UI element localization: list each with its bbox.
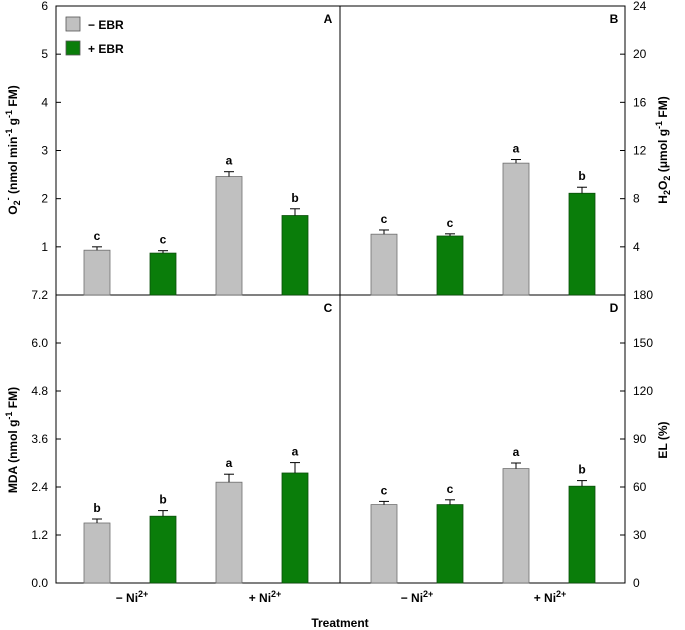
bar-d-plus-ebr-plus-ni (568, 485, 596, 584)
plot-frame (55, 5, 626, 584)
sig-letter-d: c (447, 482, 454, 496)
ytick-label-d: 150 (633, 336, 653, 350)
sig-letter-b: a (513, 142, 520, 156)
sig-letter-b: c (447, 216, 454, 230)
ytick-label-c: 2.4 (31, 480, 48, 494)
panel-label-c: C (324, 301, 333, 315)
bar-a-minus-ebr-plus-ni (215, 176, 243, 296)
ylabel-a: O2- (nmol min-1 g-1 FM) (3, 85, 22, 214)
legend: − EBR + EBR (65, 16, 124, 56)
ytick-label-b: 4 (633, 240, 640, 254)
bar-d-plus-ebr-minus-ni (436, 504, 464, 584)
xtick-left-plus-ni: + Ni2+ (249, 589, 282, 605)
bar-a-plus-ebr-plus-ni (281, 215, 309, 296)
ytick-label-c: 6.0 (31, 336, 48, 350)
bar-a-minus-ebr-minus-ni (83, 249, 111, 296)
xtick-left-minus-ni: − Ni2+ (116, 589, 149, 605)
ytick-label-c: 7.2 (31, 288, 48, 302)
bar-b-minus-ebr-plus-ni (502, 162, 530, 296)
panel-label-a: A (324, 12, 333, 26)
xtick-right-plus-ni: + Ni2+ (534, 589, 567, 605)
sig-letter-b: c (381, 212, 388, 226)
sig-letter-a: b (291, 191, 298, 205)
sig-letter-a: a (226, 154, 233, 168)
legend-label-minus-ebr: − EBR (88, 18, 124, 32)
ytick-label-a: 1 (41, 240, 48, 254)
bar-c-plus-ebr-minus-ni (149, 515, 177, 584)
sig-letter-a: c (160, 233, 167, 247)
bar-b-minus-ebr-minus-ni (370, 233, 398, 296)
ytick-label-b: 12 (633, 144, 647, 158)
ytick-label-d: 0 (633, 576, 640, 590)
sig-letter-c: b (93, 501, 100, 515)
sig-letter-d: b (578, 463, 585, 477)
sig-letter-c: b (159, 493, 166, 507)
ytick-label-b: 8 (633, 192, 640, 206)
ytick-label-a: 6 (41, 0, 48, 13)
bar-d-minus-ebr-plus-ni (502, 468, 530, 584)
sig-letter-c: a (226, 456, 233, 470)
ylabel-b: H2O2 (μmol g-1 FM) (654, 96, 672, 203)
legend-label-plus-ebr: + EBR (88, 42, 124, 56)
sig-letter-d: c (381, 483, 388, 497)
xlabel: Treatment (311, 616, 368, 630)
ytick-label-b: 16 (633, 95, 647, 109)
ytick-label-a: 4 (41, 95, 48, 109)
ylabel-d: EL (%) (656, 421, 670, 458)
ytick-label-a: 5 (41, 47, 48, 61)
legend-swatch-minus-ebr (65, 16, 81, 32)
sig-letter-d: a (513, 445, 520, 459)
bar-c-minus-ebr-minus-ni (83, 522, 111, 584)
ytick-label-d: 60 (633, 480, 647, 494)
ylabel-c: MDA (nmol g-1 FM) (4, 387, 20, 493)
ytick-label-c: 1.2 (31, 528, 48, 542)
sig-letter-a: c (94, 229, 101, 243)
legend-swatch-plus-ebr (65, 40, 81, 56)
ytick-label-c: 3.6 (31, 432, 48, 446)
bar-b-plus-ebr-minus-ni (436, 235, 464, 296)
panel-label-d: D (610, 301, 619, 315)
ytick-label-d: 30 (633, 528, 647, 542)
xtick-right-minus-ni: − Ni2+ (401, 589, 434, 605)
bar-c-plus-ebr-plus-ni (281, 472, 309, 584)
ytick-label-c: 0.0 (31, 576, 48, 590)
sig-letter-b: b (578, 169, 585, 183)
panel-label-b: B (610, 12, 619, 26)
ytick-label-d: 90 (633, 432, 647, 446)
ytick-label-b: 24 (633, 0, 647, 13)
bar-d-minus-ebr-minus-ni (370, 504, 398, 584)
bar-a-plus-ebr-minus-ni (149, 252, 177, 296)
ytick-label-c: 4.8 (31, 384, 48, 398)
sig-letter-c: a (292, 445, 299, 459)
bar-b-plus-ebr-plus-ni (568, 192, 596, 296)
ytick-label-a: 3 (41, 144, 48, 158)
ytick-label-a: 2 (41, 192, 48, 206)
ytick-label-b: 20 (633, 47, 647, 61)
bar-c-minus-ebr-plus-ni (215, 481, 243, 584)
ytick-label-d: 120 (633, 384, 653, 398)
ytick-label-d: 180 (633, 288, 653, 302)
